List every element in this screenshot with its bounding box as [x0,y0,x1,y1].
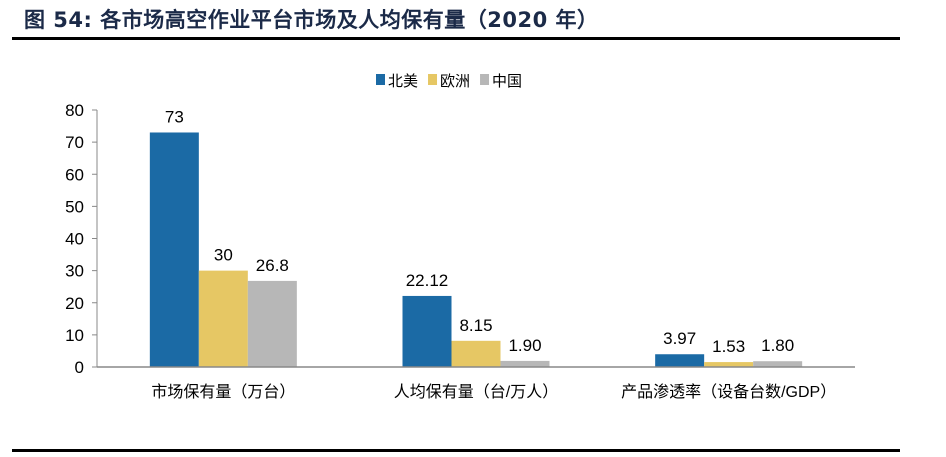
data-label: 8.15 [459,316,492,335]
bar-中国 [247,280,297,367]
bar-中国 [500,360,550,367]
y-tick-label: 10 [65,326,84,345]
y-tick-label: 80 [65,101,84,120]
y-tick-label: 50 [65,197,84,216]
bar-北美 [402,295,452,367]
x-category-label: 人均保有量（台/万人） [394,383,558,401]
y-tick-label: 60 [65,165,84,184]
legend-label: 中国 [492,73,522,90]
legend-swatch-中国 [480,74,490,85]
legend-label: 北美 [388,73,418,90]
data-label: 26.8 [256,256,289,275]
y-tick-label: 40 [65,230,84,249]
data-label: 22.12 [406,271,449,290]
figure-title: 图 54: 各市场高空作业平台市场及人均保有量（2020 年） [24,8,599,32]
y-tick-label: 20 [65,294,84,313]
data-label: 1.80 [761,336,794,355]
data-label: 30 [214,246,233,265]
data-label: 1.90 [508,336,541,355]
bar-欧洲 [704,362,754,367]
data-label: 1.53 [712,337,745,356]
legend-swatch-欧洲 [428,74,438,85]
data-label: 3.97 [663,329,696,348]
x-category-label: 市场保有量（万台） [151,383,295,401]
bar-欧洲 [451,340,501,367]
bottom-rule [12,449,900,452]
y-tick-label: 30 [65,262,84,281]
legend-label: 欧洲 [440,73,470,90]
bar-北美 [655,354,705,367]
bar-欧洲 [198,270,248,367]
bar-北美 [149,132,199,367]
top-rule [12,37,900,40]
x-category-label: 产品渗透率（设备台数/GDP） [621,383,836,401]
y-tick-label: 0 [75,358,84,377]
y-tick-label: 70 [65,133,84,152]
legend-swatch-北美 [376,74,385,85]
data-label: 73 [165,107,184,126]
bar-中国 [753,361,803,367]
